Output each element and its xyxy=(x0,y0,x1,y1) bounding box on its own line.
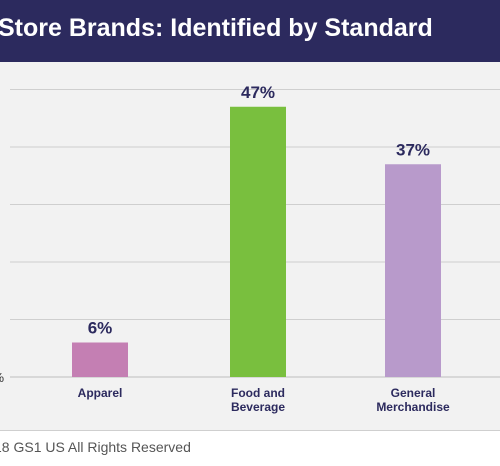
chart-title: Store Brands: Identified by Standard xyxy=(0,14,433,42)
copyright-text: 18 GS1 US All Rights Reserved xyxy=(0,439,191,455)
y-tick-label: % xyxy=(0,370,4,385)
bar xyxy=(230,106,286,377)
category-label: Apparel xyxy=(78,386,123,400)
category-label: Beverage xyxy=(231,400,285,414)
bar xyxy=(72,342,128,377)
category-label: Merchandise xyxy=(376,400,450,414)
footer: 18 GS1 US All Rights Reserved xyxy=(0,430,500,466)
category-label: General xyxy=(391,386,436,400)
data-label: 47% xyxy=(241,83,275,102)
data-label: 37% xyxy=(396,140,430,159)
category-label: Food and xyxy=(231,386,285,400)
title-banner: Store Brands: Identified by Standard xyxy=(0,0,500,62)
data-label: 6% xyxy=(88,319,113,338)
bar xyxy=(385,164,441,377)
